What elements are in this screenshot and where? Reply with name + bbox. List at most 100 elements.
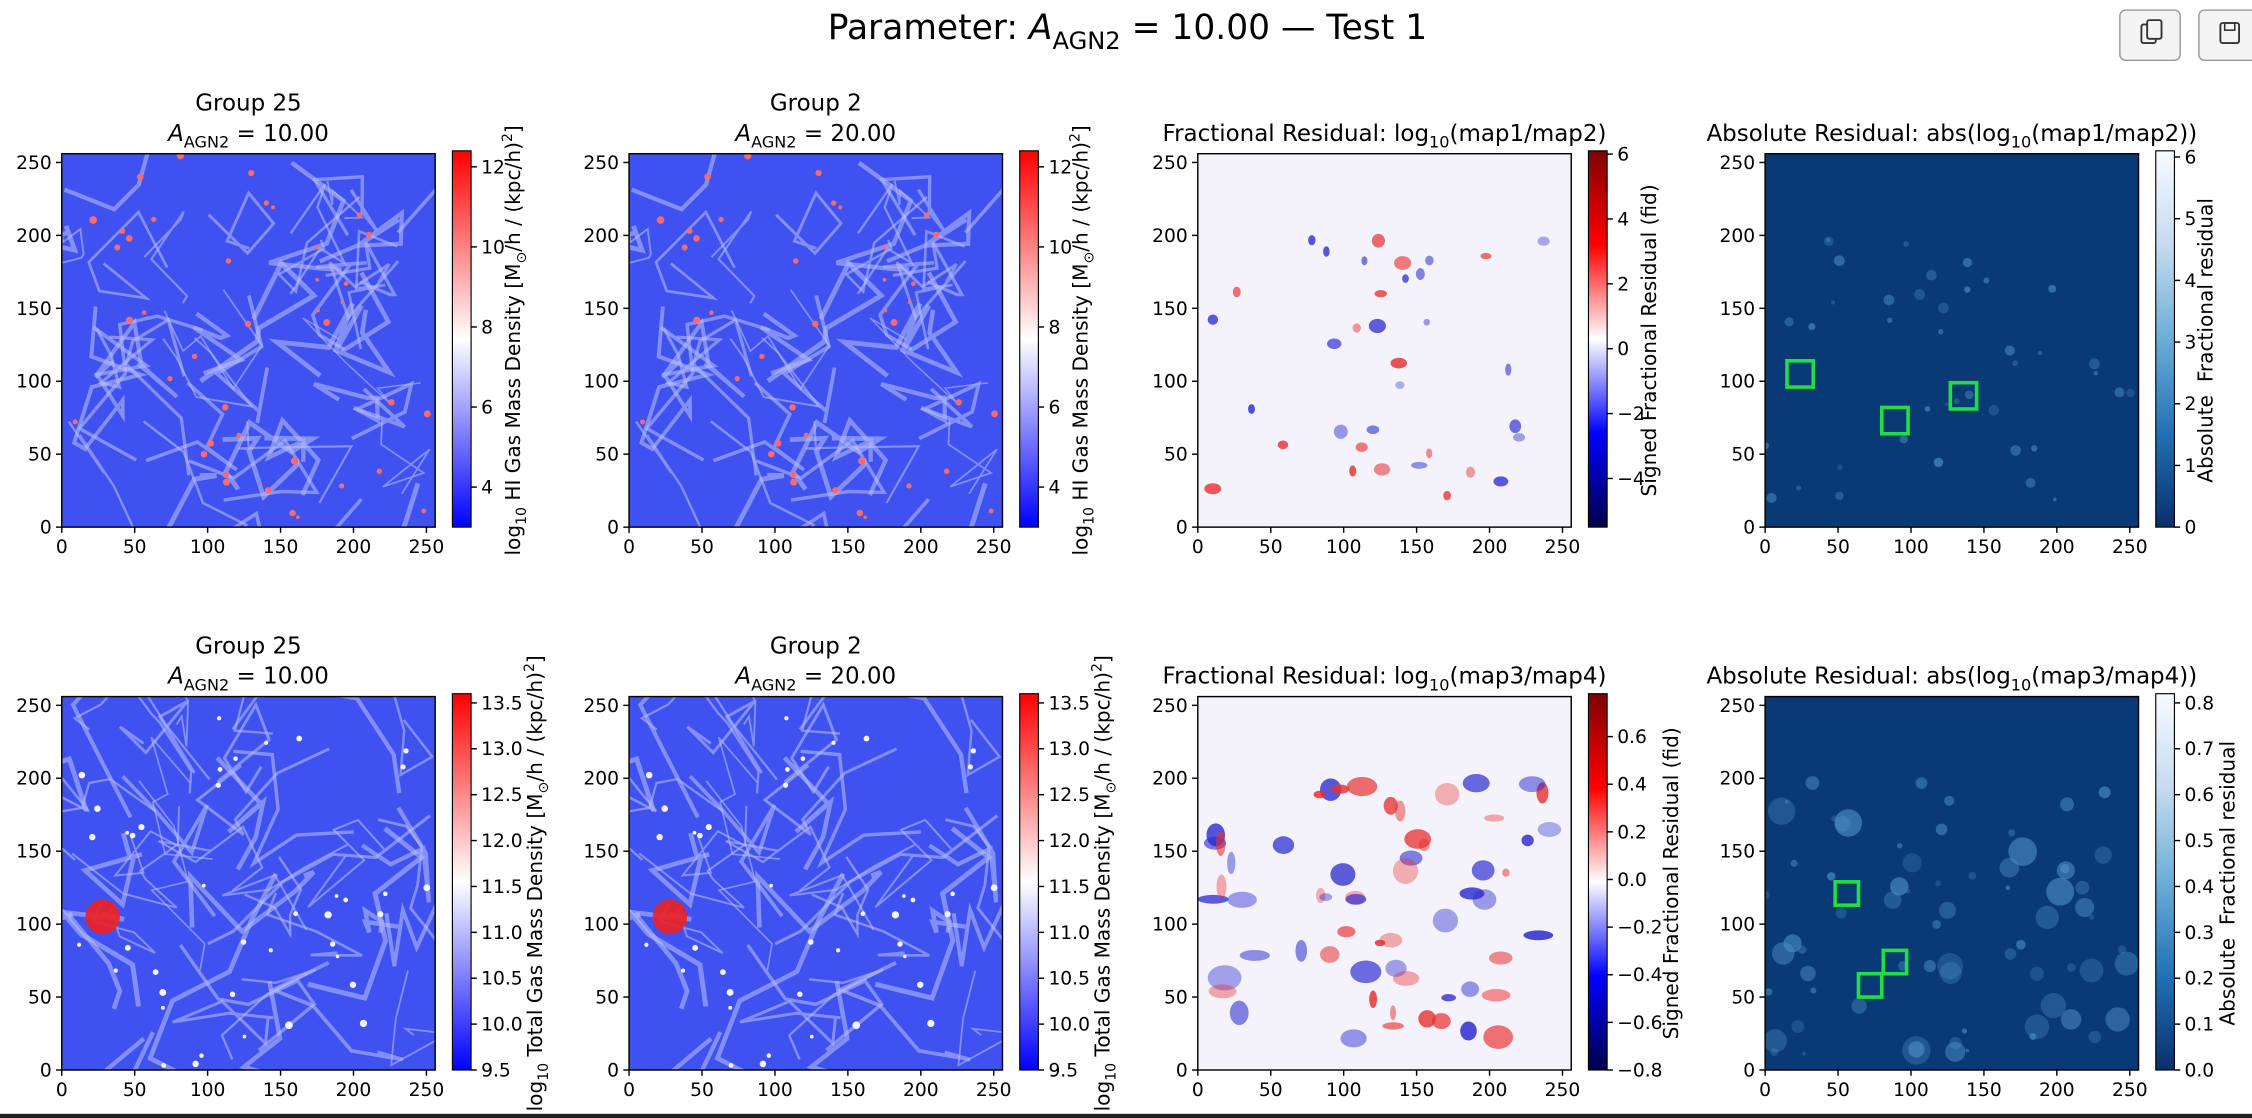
clump (790, 478, 798, 486)
residual-blob (1215, 830, 1226, 857)
filament (199, 259, 318, 384)
save-button-frame[interactable] (2198, 9, 2252, 62)
colorbar-label: log10 HI Gas Mass Density [M⊙/h / (kpc/h… (1067, 125, 1097, 555)
y-tick-label: 50 (1164, 445, 1188, 466)
clump (323, 319, 331, 326)
residual-spot (2004, 948, 2017, 960)
y-tick-label: 100 (16, 915, 52, 936)
residual-blob (1385, 959, 1407, 977)
residual-spot (1908, 1041, 1925, 1058)
clump (830, 200, 837, 206)
filament (903, 696, 969, 794)
copy-button[interactable] (2119, 9, 2181, 62)
residual-blob (1395, 381, 1405, 390)
colorbar-tick-label: −0.2 (1617, 918, 1662, 939)
filament (639, 696, 778, 781)
residual-blob (1272, 836, 1295, 854)
residual-blob (1232, 286, 1241, 298)
x-tick-label: 150 (1966, 537, 2002, 558)
y-tick-label: 200 (1719, 769, 1755, 790)
colorbar (2155, 693, 2176, 1071)
residual-spot (1905, 888, 1911, 894)
filament (162, 337, 255, 408)
filament (762, 747, 898, 836)
clump (789, 404, 796, 411)
clump (943, 468, 950, 475)
y-tick-label: 250 (1152, 153, 1188, 174)
clump (800, 756, 806, 761)
residual-blob (1382, 1022, 1404, 1030)
y-tick-label: 0 (40, 1060, 52, 1081)
highlight-box (1856, 971, 1884, 999)
residual-spot (2094, 846, 2112, 864)
clump (72, 419, 78, 425)
residual-blob (1229, 1000, 1249, 1026)
text-segment: A (1027, 8, 1053, 48)
residual-spot (2037, 350, 2043, 356)
x-tick-label: 250 (976, 1080, 1012, 1101)
clump (225, 258, 232, 264)
residual-spot (1802, 1051, 1806, 1056)
axes-frame (628, 695, 1004, 1071)
filament (380, 419, 431, 495)
clump (244, 320, 252, 328)
residual-blob (1355, 442, 1368, 453)
residual-blob (1323, 246, 1330, 257)
residual-spot (2046, 877, 2075, 906)
residual-spot (1790, 859, 1798, 867)
filament (639, 306, 715, 452)
residual-spot (1835, 491, 1844, 501)
residual-blob (1374, 290, 1387, 298)
residual-spot (2004, 345, 2015, 356)
residual-spot (1988, 404, 2000, 416)
residual-spot (1833, 255, 1845, 267)
y-tick-label: 50 (28, 988, 52, 1009)
colorbar-tick-label: 10 (1048, 237, 1072, 258)
clump (917, 981, 924, 989)
save-button[interactable] (2198, 9, 2252, 62)
copy-icon[interactable] (2146, 19, 2163, 40)
y-tick-label: 50 (1164, 988, 1188, 1009)
clump (137, 173, 144, 181)
clump (240, 939, 247, 945)
colorbar-tick-label: 5 (2184, 209, 2196, 230)
y-tick-label: 0 (607, 1060, 619, 1081)
panel-title: AAGN2 = 10.00 (166, 664, 329, 695)
residual-blob (1197, 894, 1229, 904)
clump (315, 277, 320, 282)
x-tick-label: 250 (2112, 537, 2148, 558)
filament (302, 317, 421, 406)
x-tick-label: 100 (1326, 1080, 1362, 1101)
panel-title: Absolute Residual: abs(log10(map1/map2)) (1706, 121, 2197, 152)
residual-blob (1443, 490, 1451, 501)
clump (812, 320, 819, 328)
residual-blob (1208, 984, 1237, 999)
clump (792, 258, 799, 264)
residual-blob (1313, 790, 1326, 799)
colorbar-tick-label: 6 (1048, 397, 1060, 418)
filament (311, 175, 378, 237)
residual-spot (1944, 795, 1955, 806)
axes-frame (61, 152, 436, 528)
clump (192, 1060, 199, 1068)
residual-spot (1915, 777, 1928, 789)
residual-spot (1935, 880, 1942, 887)
y-tick-label: 0 (1176, 1060, 1188, 1081)
residual-spot (1771, 942, 1795, 965)
text-segment: AGN2 (751, 133, 796, 152)
clump (774, 440, 782, 447)
clump (728, 1063, 734, 1068)
residual-blob (1472, 889, 1497, 910)
filament (766, 259, 886, 384)
save-icon[interactable] (2223, 22, 2236, 31)
residual-spot (1962, 257, 1973, 268)
x-tick-label: 100 (757, 1080, 793, 1101)
y-tick-label: 250 (16, 153, 52, 174)
colorbar-tick-label: 11.0 (481, 923, 523, 944)
x-tick-label: 50 (123, 1080, 147, 1101)
residual-blob (1502, 868, 1510, 877)
filament (163, 289, 264, 391)
residual-spot (1783, 934, 1802, 953)
x-tick-label: 200 (903, 1080, 939, 1101)
clump (838, 205, 843, 210)
